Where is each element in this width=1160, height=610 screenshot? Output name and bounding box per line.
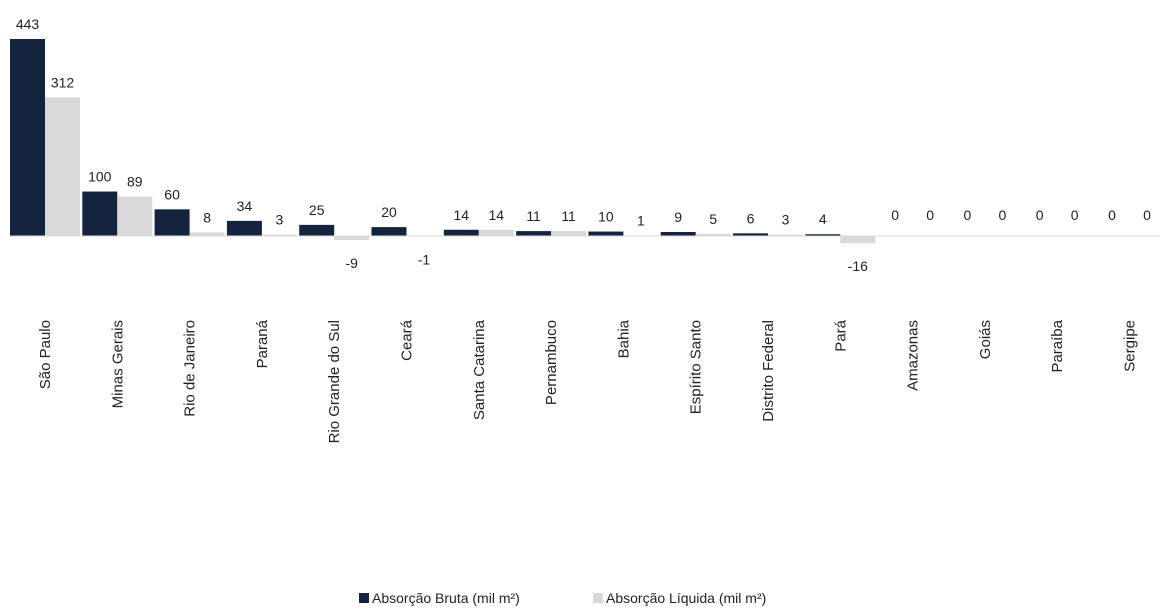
data-label-liquida-12: 0 (926, 207, 934, 223)
data-label-bruta-3: 34 (237, 198, 253, 214)
data-label-bruta-5: 20 (381, 204, 397, 220)
data-label-liquida-1: 89 (127, 173, 143, 189)
data-label-liquida-14: 0 (1071, 207, 1079, 223)
data-label-liquida-4: -9 (345, 255, 358, 271)
data-label-liquida-10: 3 (782, 212, 790, 228)
category-label-9: Espírito Santo (688, 320, 705, 414)
data-label-liquida-13: 0 (999, 207, 1007, 223)
data-label-bruta-0: 443 (16, 16, 40, 32)
category-label-15: Sergipe (1122, 320, 1139, 372)
bar-bruta-9 (660, 232, 696, 236)
category-label-6: Santa Catarina (471, 319, 488, 420)
bar-bruta-4 (299, 224, 335, 236)
category-label-4: Rio Grande do Sul (326, 320, 343, 443)
category-label-7: Pernambuco (543, 320, 560, 405)
data-label-liquida-2: 8 (203, 209, 211, 225)
data-label-liquida-8: 1 (637, 213, 645, 229)
data-label-liquida-7: 11 (561, 208, 576, 224)
data-label-liquida-0: 312 (51, 74, 75, 90)
bar-bruta-11 (805, 234, 841, 236)
bar-bruta-5 (371, 227, 407, 236)
data-label-bruta-11: 4 (819, 211, 827, 227)
bar-bruta-1 (82, 191, 118, 236)
bar-liquida-7 (551, 231, 587, 236)
bar-liquida-1 (117, 196, 153, 236)
bar-bruta-10 (733, 233, 768, 236)
data-label-liquida-15: 0 (1143, 207, 1151, 223)
legend-label-bruta: Absorção Bruta (mil m²) (372, 590, 520, 606)
bar-liquida-6 (478, 229, 514, 236)
data-label-liquida-5: -1 (418, 251, 431, 267)
data-label-liquida-11: -16 (848, 258, 868, 274)
bar-bruta-0 (10, 39, 45, 236)
bar-liquida-3 (261, 234, 297, 236)
category-label-12: Amazonas (905, 320, 922, 391)
data-label-bruta-8: 10 (598, 209, 614, 225)
bar-liquida-9 (695, 233, 731, 236)
data-label-liquida-3: 3 (276, 212, 284, 228)
category-label-2: Rio de Janeiro (182, 320, 199, 417)
category-label-1: Minas Gerais (109, 320, 126, 408)
bar-liquida-4 (334, 236, 370, 240)
category-label-3: Paraná (254, 319, 271, 368)
data-label-bruta-14: 0 (1036, 207, 1044, 223)
data-label-bruta-10: 6 (747, 210, 755, 226)
bar-bruta-6 (443, 229, 479, 236)
data-label-bruta-4: 25 (309, 202, 325, 218)
data-label-bruta-13: 0 (964, 207, 972, 223)
bar-liquida-10 (768, 234, 803, 236)
category-label-13: Goiás (977, 320, 994, 359)
data-label-bruta-12: 0 (891, 207, 899, 223)
data-label-bruta-7: 11 (526, 208, 541, 224)
legend-label-liquida: Absorção Líquida (mil m²) (606, 590, 766, 606)
bar-liquida-2 (189, 232, 225, 236)
bar-bruta-2 (154, 209, 190, 236)
data-label-liquida-9: 5 (709, 211, 717, 227)
bar-bruta-3 (226, 220, 262, 236)
bar-liquida-11 (840, 236, 876, 244)
legend-swatch-bruta (359, 593, 369, 603)
data-label-bruta-2: 60 (164, 186, 180, 202)
category-label-0: São Paulo (37, 320, 54, 389)
data-label-bruta-15: 0 (1108, 207, 1116, 223)
legend: Absorção Bruta (mil m²) Absorção Líquida … (359, 590, 766, 606)
legend-swatch-liquida (593, 593, 603, 603)
category-label-10: Distrito Federal (760, 320, 777, 422)
data-label-liquida-6: 14 (489, 207, 505, 223)
data-label-bruta-6: 14 (454, 207, 470, 223)
category-label-8: Bahia (615, 319, 632, 358)
data-label-bruta-1: 100 (88, 169, 112, 185)
bar-bruta-7 (516, 231, 552, 236)
data-label-bruta-9: 9 (674, 209, 682, 225)
bar-liquida-0 (45, 97, 80, 236)
category-label-11: Pará (832, 319, 849, 351)
category-label-14: Paraíba (1049, 319, 1066, 372)
category-label-5: Ceará (399, 319, 416, 361)
bars-group (10, 39, 876, 244)
bar-bruta-8 (588, 231, 624, 236)
category-labels-group: São Paulo Minas Gerais Rio de Janeiro Paran… (37, 319, 1139, 443)
